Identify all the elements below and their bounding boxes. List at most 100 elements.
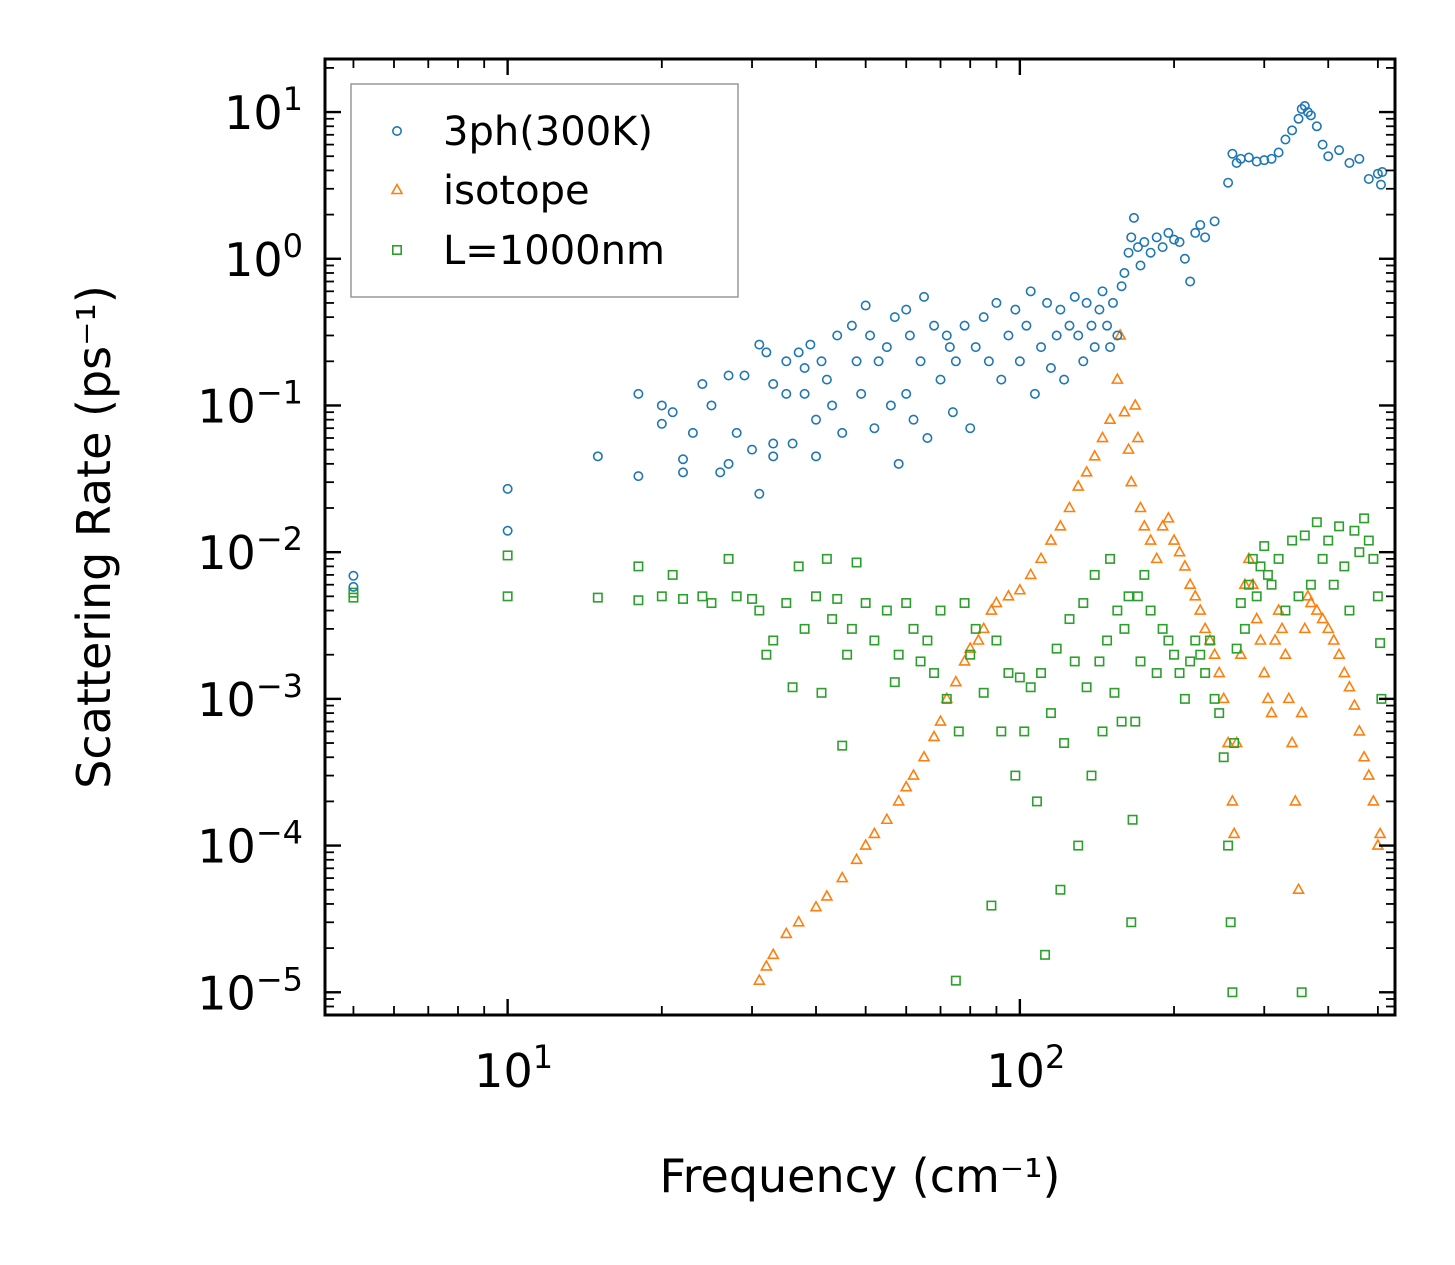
square-point xyxy=(1200,668,1211,679)
circle-point xyxy=(1259,155,1270,166)
circle-point xyxy=(656,400,667,411)
triangle-point xyxy=(977,621,991,634)
square-point xyxy=(869,635,880,646)
square-point xyxy=(1255,561,1266,572)
square-point xyxy=(1317,553,1328,564)
triangle-point xyxy=(1193,603,1207,615)
circle-point xyxy=(1372,168,1383,179)
square-point xyxy=(1139,569,1150,580)
square-point xyxy=(1262,569,1273,580)
triangle-point xyxy=(1227,826,1241,839)
square-point xyxy=(1334,521,1345,532)
square-point xyxy=(1119,623,1130,634)
circle-point xyxy=(959,320,970,331)
circle-point xyxy=(1151,232,1162,243)
circle-point xyxy=(1323,151,1334,162)
circle-point xyxy=(941,330,952,341)
square-point xyxy=(935,605,946,616)
circle-point xyxy=(1293,113,1304,124)
circle-point xyxy=(592,451,603,462)
triangle-point xyxy=(934,714,947,726)
square-point xyxy=(860,598,871,609)
circle-point xyxy=(1105,342,1116,353)
square-point xyxy=(1157,623,1168,634)
circle-point xyxy=(1266,153,1277,164)
triangle-point xyxy=(1362,768,1376,780)
triangle-point xyxy=(1024,567,1038,580)
circle-point xyxy=(799,388,810,399)
circle-point xyxy=(633,388,644,399)
y-tick-label: 100 xyxy=(224,227,303,287)
triangle-point xyxy=(1316,611,1329,624)
triangle-point xyxy=(1373,826,1387,839)
circle-point xyxy=(1014,356,1025,367)
square-point xyxy=(1003,668,1014,679)
circle-point xyxy=(715,467,726,478)
triangle-point xyxy=(859,838,873,850)
square-point xyxy=(837,740,848,751)
y-tick-label: 10−1 xyxy=(197,373,303,433)
circle-point xyxy=(747,444,758,455)
triangle-point xyxy=(1096,430,1109,443)
data-layer xyxy=(348,100,1388,998)
square-point xyxy=(842,649,853,660)
square-point xyxy=(851,557,862,568)
triangle-point xyxy=(1173,545,1186,557)
circle-point xyxy=(1112,330,1123,341)
square-point xyxy=(1127,814,1138,825)
square-point xyxy=(941,693,952,704)
triangle-point xyxy=(972,633,985,645)
square-point xyxy=(1040,949,1051,960)
triangle-point xyxy=(1150,551,1164,564)
triangle-point xyxy=(1144,533,1157,545)
legend-label-isotope: isotope xyxy=(443,168,590,214)
circle-point xyxy=(1010,304,1021,315)
triangle-point xyxy=(1080,465,1093,477)
square-point xyxy=(1055,884,1066,895)
circle-point xyxy=(1059,374,1070,385)
square-point xyxy=(731,591,742,602)
triangle-point xyxy=(1137,519,1151,531)
y-tick-label: 10−2 xyxy=(197,520,303,580)
circle-point xyxy=(1107,297,1118,308)
triangle-point xyxy=(1212,665,1226,678)
square-point xyxy=(1112,605,1123,616)
triangle-point xyxy=(1337,665,1351,678)
circle-point xyxy=(944,342,955,353)
triangle-point xyxy=(1208,647,1221,660)
circle-point xyxy=(739,370,750,381)
circle-point xyxy=(1094,304,1105,315)
square-point xyxy=(1025,682,1036,693)
circle-point xyxy=(827,400,838,411)
square-point xyxy=(1132,591,1143,602)
circle-point xyxy=(1132,242,1143,253)
square-point xyxy=(1280,605,1291,616)
circle-point xyxy=(1344,157,1355,168)
square-point xyxy=(1273,553,1284,564)
circle-point xyxy=(970,342,981,353)
circle-point xyxy=(687,427,698,438)
circle-point xyxy=(1354,153,1365,164)
square-point xyxy=(1323,535,1334,546)
circle-point xyxy=(697,379,708,390)
square-point xyxy=(768,635,779,646)
square-point xyxy=(970,623,981,634)
circle-point xyxy=(768,379,779,390)
square-point xyxy=(667,569,678,580)
triangle-point xyxy=(958,654,971,666)
triangle-point xyxy=(1013,583,1027,595)
circle-point xyxy=(991,297,1002,308)
square-point xyxy=(821,553,832,564)
circle-point xyxy=(1334,145,1345,156)
triangle-point xyxy=(850,852,863,865)
square-point xyxy=(1372,591,1383,602)
circle-point xyxy=(754,488,765,499)
circle-point xyxy=(1128,212,1139,223)
triangle-point xyxy=(1332,647,1346,660)
circle-point xyxy=(873,356,884,367)
square-point xyxy=(965,649,976,660)
circle-point xyxy=(1377,167,1388,178)
square-point xyxy=(678,593,689,604)
square-point xyxy=(1235,598,1246,609)
square-point xyxy=(793,561,804,572)
